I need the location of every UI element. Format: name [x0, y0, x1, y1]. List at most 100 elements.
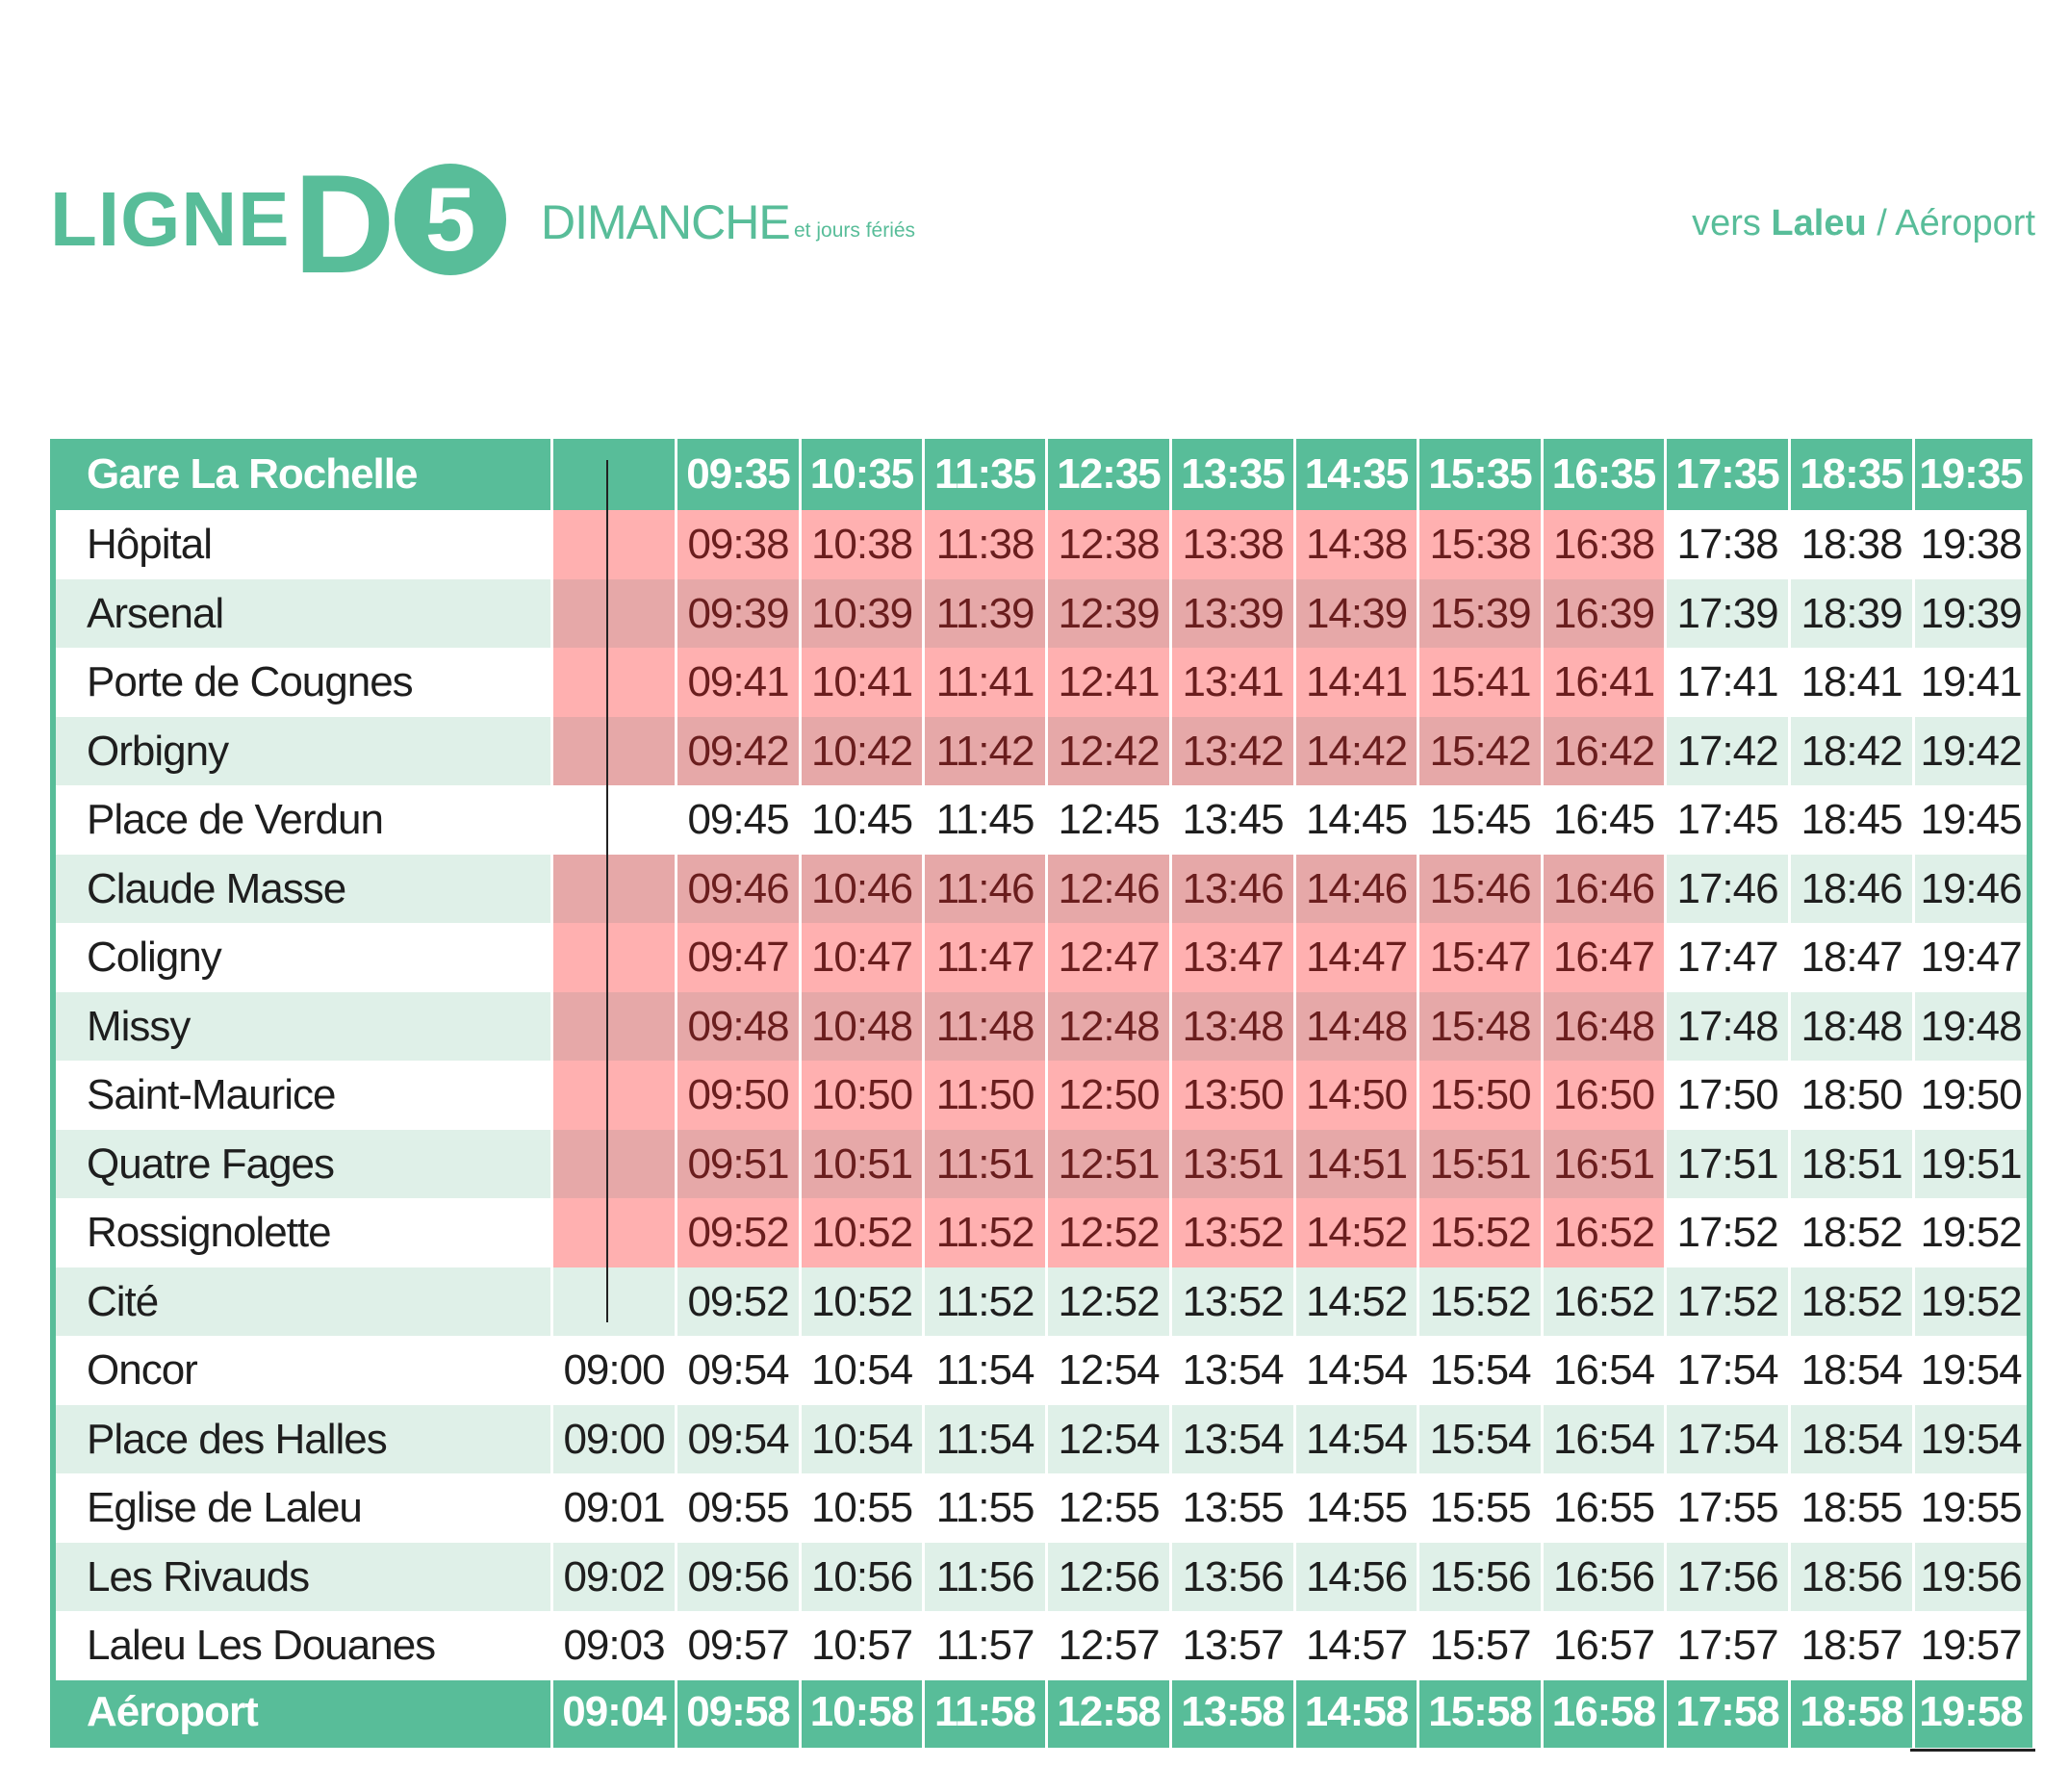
departure-time: 19:54 [1912, 1404, 2027, 1473]
departure-time: 17:54 [1664, 1404, 1788, 1473]
table-row: Coligny 09:47 10:47 11:47 12:47 13:47 14:47 15:… [56, 923, 2027, 992]
line-letter: D [294, 145, 395, 302]
departure-time [550, 1061, 675, 1130]
departure-time: 14:56 [1293, 1542, 1417, 1611]
departure-time [550, 785, 675, 855]
departure-time: 10:42 [799, 716, 922, 785]
departure-time: 18:45 [1788, 785, 1912, 855]
departure-time: 17:48 [1664, 991, 1788, 1061]
stop-name: Claude Masse [87, 864, 346, 912]
departure-time: 12:52 [1045, 1198, 1169, 1267]
departure-time: 12:35 [1045, 439, 1169, 510]
departure-time: 09:54 [675, 1336, 799, 1405]
departure-time: 19:45 [1912, 785, 2027, 855]
departure-time: 17:52 [1664, 1198, 1788, 1267]
stop-name: Gare La Rochelle (Joffre) [87, 450, 418, 569]
departure-time: 11:50 [922, 1061, 1045, 1130]
departure-time: 09:02 [550, 1542, 675, 1611]
departure-time: 17:39 [1664, 578, 1788, 648]
departure-time: 14:47 [1293, 923, 1417, 992]
stop-name: Place des Halles [87, 1415, 388, 1463]
departure-time: 11:42 [922, 716, 1045, 785]
departure-time: 18:42 [1788, 716, 1912, 785]
departure-time: 17:47 [1664, 923, 1788, 992]
departure-time: 19:52 [1912, 1267, 2027, 1336]
departure-time: 18:41 [1788, 648, 1912, 717]
departure-time: 16:38 [1541, 510, 1664, 579]
departure-time: 15:47 [1417, 923, 1541, 992]
header: LIGNE D 5 DIMANCHE et jours fériés vers … [0, 0, 2069, 294]
departure-time: 17:55 [1664, 1473, 1788, 1543]
departure-time: 15:56 [1417, 1542, 1541, 1611]
departure-time: 18:57 [1788, 1611, 1912, 1680]
departure-time: 15:54 [1417, 1404, 1541, 1473]
departure-time: 19:41 [1912, 648, 2027, 717]
departure-time: 09:47 [675, 923, 799, 992]
departure-time: 16:46 [1541, 854, 1664, 923]
departure-time: 17:45 [1664, 785, 1788, 855]
departure-time: 19:51 [1912, 1129, 2027, 1198]
departure-time: 12:39 [1045, 578, 1169, 648]
departure-time: 14:54 [1293, 1404, 1417, 1473]
departure-time: 18:52 [1788, 1267, 1912, 1336]
direction-destination: Laleu [1771, 203, 1867, 243]
departure-time: 15:50 [1417, 1061, 1541, 1130]
departure-time: 15:58 [1417, 1677, 1541, 1748]
direction-suffix: / Aéroport [1866, 203, 2035, 243]
departure-time: 17:52 [1664, 1267, 1788, 1336]
departure-time: 10:56 [799, 1542, 922, 1611]
departure-time: 09:38 [675, 510, 799, 579]
departure-time: 17:57 [1664, 1611, 1788, 1680]
stop-name: Aéroport [87, 1688, 259, 1735]
departure-time: 13:54 [1169, 1336, 1293, 1405]
departure-time: 15:45 [1417, 785, 1541, 855]
departure-time: 19:48 [1912, 991, 2027, 1061]
departure-time: 13:47 [1169, 923, 1293, 992]
departure-time: 19:46 [1912, 854, 2027, 923]
departure-time: 16:51 [1541, 1129, 1664, 1198]
departure-time: 11:41 [922, 648, 1045, 717]
departure-time: 11:54 [922, 1404, 1045, 1473]
departure-time: 10:38 [799, 510, 922, 579]
stop-name: Saint-Maurice [87, 1071, 336, 1118]
departure-time: 12:42 [1045, 716, 1169, 785]
departure-time: 11:51 [922, 1129, 1045, 1198]
table-row: Gare La Rochelle (Joffre) 09:3510:3511:35… [50, 439, 2032, 569]
departure-time: 12:47 [1045, 923, 1169, 992]
direction-prefix: vers [1692, 203, 1761, 243]
departure-time: 09:52 [675, 1267, 799, 1336]
departure-time: 13:52 [1169, 1267, 1293, 1336]
departure-time: 15:46 [1417, 854, 1541, 923]
table-row: Laleu Les Douanes 09:03 09:57 10:57 11:57 12:… [56, 1611, 2027, 1680]
departure-time: 19:58 [1912, 1677, 2027, 1748]
departure-time: 12:50 [1045, 1061, 1169, 1130]
departure-time: 14:57 [1293, 1611, 1417, 1680]
departure-time: 10:51 [799, 1129, 922, 1198]
line-number: 5 [424, 168, 476, 269]
departure-time: 14:52 [1293, 1198, 1417, 1267]
departure-time: 18:56 [1788, 1542, 1912, 1611]
departure-time: 13:50 [1169, 1061, 1293, 1130]
departure-time: 10:54 [799, 1404, 922, 1473]
departure-time: 19:42 [1912, 716, 2027, 785]
stop-name: Missy [87, 1002, 191, 1050]
departure-time: 09:04 [550, 1677, 675, 1748]
stop-name: Les Rivauds [87, 1552, 310, 1600]
departure-time: 14:46 [1293, 854, 1417, 923]
departure-time: 14:50 [1293, 1061, 1417, 1130]
departure-time [550, 510, 675, 579]
departure-time: 12:52 [1045, 1267, 1169, 1336]
stop-name: Rossignolette [87, 1209, 332, 1256]
timetable: Gare La Rochelle (Joffre) 09:3510:3511:35… [50, 439, 2032, 1748]
departure-time: 12:51 [1045, 1129, 1169, 1198]
departure-time: 18:39 [1788, 578, 1912, 648]
departure-time: 18:55 [1788, 1473, 1912, 1543]
table-row: Arsenal 09:39 10:39 11:39 12:39 13:39 14:39 15:… [56, 578, 2027, 648]
line-label: LIGNE [50, 176, 291, 262]
departure-time: 10:55 [799, 1473, 922, 1543]
departure-time: 14:52 [1293, 1267, 1417, 1336]
departure-time: 09:55 [675, 1473, 799, 1543]
departure-time: 17:46 [1664, 854, 1788, 923]
departure-time: 10:46 [799, 854, 922, 923]
departure-time: 09:00 [550, 1336, 675, 1405]
